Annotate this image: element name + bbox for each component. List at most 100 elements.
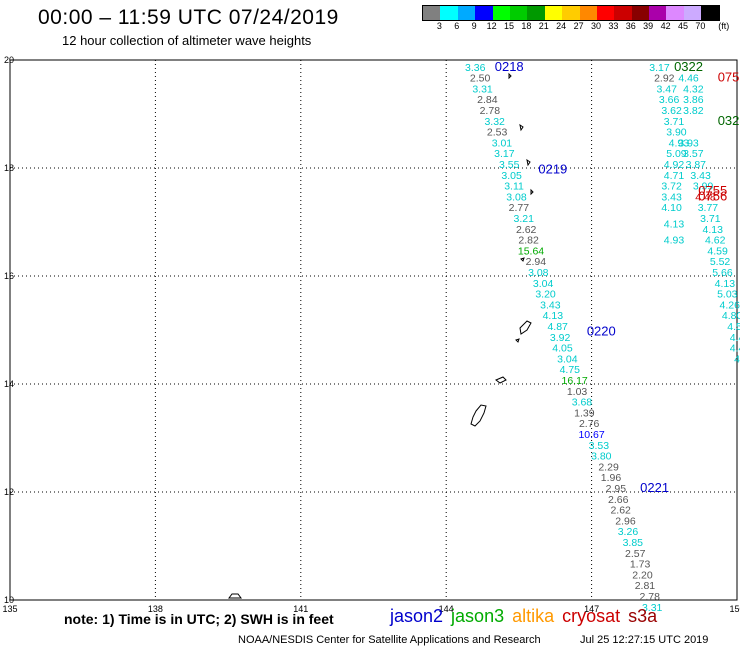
wave-height-value: 3.26 [618,526,639,538]
wave-height-value: 3.57 [683,148,704,160]
wave-height-value: 1.96 [601,472,622,484]
wave-height-value: 2.29 [598,461,619,473]
satellite-legend: jason2 jason3 altika cryosat s3a [390,606,665,627]
wave-height-value: 2.84 [477,94,498,106]
wave-height-value: 3.01 [492,137,513,149]
wave-height-value: 2.76 [579,418,600,430]
wave-height-value: 3.53 [589,440,610,452]
wave-height-value: 4.87 [547,321,568,333]
color-scale-label: 70 [695,21,706,31]
longitude-label: 138 [148,604,163,614]
wave-height-value: 3.71 [700,213,721,225]
color-scale-label: 45 [677,21,689,31]
latitude-label: 12 [4,487,14,497]
color-swatch [631,6,650,20]
wave-height-value: 10.67 [578,429,604,441]
latitude-label: 14 [4,379,14,389]
wave-height-value: 2.62 [610,505,631,517]
longitude-label: 141 [293,604,308,614]
color-swatch [596,6,615,20]
latitude-label: 18 [4,163,14,173]
wave-height-value: 3.43 [690,170,711,182]
wave-height-value: 2.95 [606,483,627,495]
wave-height-value: 4.93 [664,235,685,247]
wave-height-value: 4.4 [730,343,740,355]
wave-height-value: 4.75 [560,364,581,376]
longitude-label: 135 [2,604,17,614]
island-outline [519,123,524,132]
wave-height-value: 3.62 [661,105,682,117]
wave-height-value: 3.31 [472,83,493,95]
wave-height-value: 3.72 [661,181,682,193]
color-scale-label: 9 [471,21,477,31]
wave-height-value: 3.92 [550,332,571,344]
pass-label: 0221 [640,480,669,495]
color-scale-label: 42 [660,21,671,31]
color-scale-bar [422,5,720,21]
legend-cryosat: cryosat [562,606,621,626]
island-outline [228,593,242,599]
pass-label: 0322 [674,59,703,74]
wave-height-value: 2.96 [615,515,636,527]
pass-label: 0755 [698,183,727,198]
wave-height-value: 3.77 [698,202,719,214]
wave-height-value: 4.10 [661,202,682,214]
wave-height-value: 4.13 [664,218,685,230]
color-swatch [440,6,458,20]
wave-height-value: 3.36 [465,62,486,74]
wave-height-value: 3.08 [528,267,549,279]
wave-height-value: 5.09 [666,148,687,160]
wave-height-value: 2.78 [480,105,501,117]
pass-label: 0755 [718,70,740,85]
wave-height-value: 4.4 [730,332,740,344]
wave-height-value: 3.99 [693,181,714,193]
wave-height-value: 2.62 [516,224,537,236]
wave-height-value: 4.48 [695,191,716,203]
legend-altika: altika [512,606,555,626]
wave-height-value: 1.03 [567,386,588,398]
pass-label: 0219 [538,161,567,176]
color-scale-unit: (ft) [718,21,730,31]
wave-height-value: 2.92 [654,73,675,85]
wave-height-value: 3.32 [484,116,505,128]
wave-height-value: 5.03 [717,289,738,301]
island-outline [519,320,532,335]
color-scale-label: 36 [625,21,636,31]
wave-height-value: 3.86 [683,94,704,106]
color-scale-labels: 3 6 9 12 15 18 21 24 27 30 33 36 39 42 45 70 (ft) [422,21,740,33]
wave-height-value: 4.26 [720,299,740,311]
wave-height-value: 3.43 [540,299,561,311]
pass-label: 0323 [718,113,740,128]
wave-height-value: 4 [734,353,740,365]
wave-height-value: 2.20 [632,569,653,581]
wave-height-value: 4.93 [669,137,690,149]
color-scale-label: 27 [573,21,584,31]
wave-height-value: 3.80 [591,451,612,463]
color-swatch [509,6,528,20]
wave-height-value: 3.04 [533,278,554,290]
color-scale-label: 30 [590,21,602,31]
wave-height-value: 2.94 [526,256,547,268]
wave-height-value: 2.53 [487,127,508,139]
wave-height-value: 3.17 [649,62,670,74]
wave-height-value: 2.78 [640,591,661,603]
wave-height-value: 3.93 [678,137,699,149]
wave-height-value: 3.68 [572,397,593,409]
wave-height-value: 4.59 [707,245,728,257]
wave-height-value: 3.11 [504,181,524,193]
wave-height-value: 4.05 [552,343,573,355]
wave-height-value: 3.08 [506,191,527,203]
source-credit: NOAA/NESDIS Center for Satellite Applica… [238,634,541,646]
pass-label: 0220 [587,323,616,338]
latitude-label: 16 [4,271,14,281]
wave-height-value: 3.87 [686,159,707,171]
longitude-label: 147 [584,604,599,614]
wave-height-value: 3.05 [501,170,522,182]
wave-height-value: 3.04 [557,353,578,365]
wave-height-value: 3.20 [535,289,556,301]
color-swatch [614,6,632,20]
wave-height-value: 2.57 [625,548,646,560]
units-note: note: 1) Time is in UTC; 2) SWH is in fe… [64,611,334,627]
map-subtitle: 12 hour collection of altimeter wave hei… [62,33,312,48]
legend-jason2: jason2 [390,606,444,626]
